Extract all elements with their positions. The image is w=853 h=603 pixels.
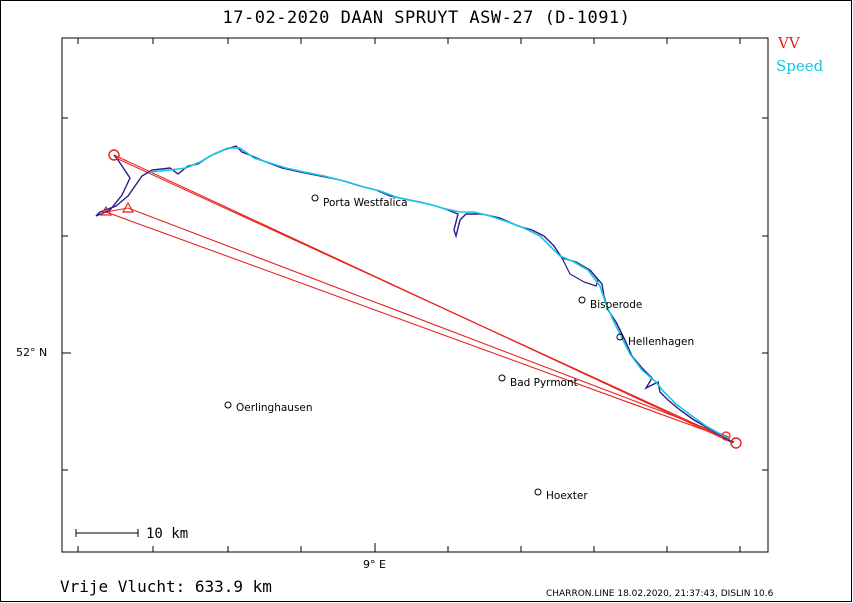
town-markers: Porta Westfalica Bisperode Hellenhagen B… <box>224 194 694 502</box>
town-marker <box>498 374 506 382</box>
task-leg-2 <box>105 211 730 440</box>
legend-speed: Speed <box>776 57 824 75</box>
town-marker <box>616 333 624 341</box>
page-title: 17-02-2020 DAAN SPRUYT ASW-27 (D-1091) <box>222 8 631 28</box>
task-leg-3 <box>127 207 730 438</box>
town-label: Hellenhagen <box>628 336 694 348</box>
scale-bar-label: 10 km <box>146 526 189 542</box>
turnpoint-triangle-1 <box>99 205 113 216</box>
map-frame <box>61 37 769 553</box>
town-label: Oerlinghausen <box>236 402 313 414</box>
turnpoint-triangle-2 <box>121 201 135 213</box>
start-point-marker <box>108 149 120 161</box>
town-label: Porta Westfalica <box>323 197 408 209</box>
town-label: Bisperode <box>590 299 642 311</box>
task-legs <box>105 154 734 444</box>
town-marker <box>311 194 319 202</box>
town-label: Bad Pyrmont <box>510 377 578 389</box>
town-marker <box>534 488 542 496</box>
axis-ticks <box>62 38 768 552</box>
flight-track-loop <box>561 257 599 287</box>
scale-bar <box>75 529 139 537</box>
longitude-label: 9° E <box>363 558 386 571</box>
town-marker <box>578 296 586 304</box>
turnpoint-marker-east <box>721 431 731 441</box>
flight-track-speed <box>149 147 729 439</box>
finish-point-marker <box>730 437 742 449</box>
flight-track-vario <box>95 145 735 443</box>
town-marker <box>224 401 232 409</box>
task-leg-1b <box>115 157 731 441</box>
flight-distance: Vrije Vlucht: 633.9 km <box>60 577 272 596</box>
legend-vv: VV <box>778 34 800 52</box>
latitude-label: 52° N <box>16 346 48 359</box>
footer-info: CHARRON.LINE 18.02.2020, 21:37:43, DISLI… <box>546 589 774 599</box>
town-label: Hoexter <box>546 490 588 502</box>
